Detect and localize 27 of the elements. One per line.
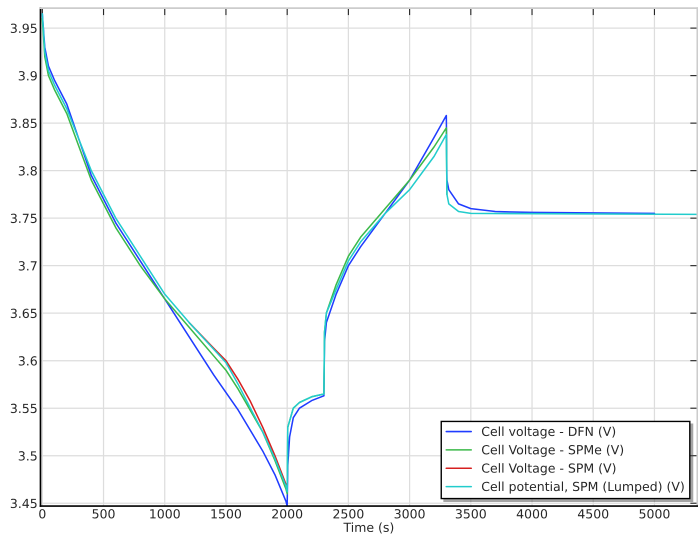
- x-tick-label: 3500: [456, 509, 486, 519]
- x-tick-label: 1000: [150, 509, 180, 519]
- x-tick-label: 4500: [578, 509, 608, 519]
- y-tick-label: 3.85: [10, 118, 37, 128]
- x-tick-label: 5000: [640, 509, 670, 519]
- y-tick-label: 3.5: [18, 451, 37, 461]
- legend-label: Cell Voltage - SPMe (V): [482, 444, 624, 457]
- legend-label: Cell voltage - DFN (V): [482, 426, 616, 439]
- x-tick-label: 4000: [516, 509, 548, 519]
- y-tick-label: 3.6: [18, 356, 37, 366]
- legend-label: Cell potential, SPM (Lumped) (V): [482, 481, 684, 494]
- legend-label: Cell Voltage - SPM (V): [482, 463, 616, 476]
- y-tick-label: 3.8: [18, 166, 37, 176]
- x-tick-label: 1500: [211, 509, 242, 519]
- y-tick-label: 3.7: [18, 261, 37, 271]
- x-tick-label: 500: [92, 509, 115, 519]
- x-axis-title: Time (s): [343, 522, 394, 534]
- x-tick-label: 0: [39, 509, 46, 519]
- y-tick-label: 3.65: [10, 308, 37, 318]
- y-tick-label: 3.55: [10, 404, 37, 414]
- y-tick-label: 3.45: [10, 498, 37, 508]
- y-tick-label: 3.9: [18, 71, 37, 81]
- x-tick-label: 2500: [333, 509, 364, 519]
- y-tick-label: 3.95: [10, 24, 37, 34]
- y-tick-label: 3.75: [10, 214, 37, 224]
- x-tick-label: 2000: [272, 509, 302, 519]
- x-tick-label: 3000: [394, 509, 425, 519]
